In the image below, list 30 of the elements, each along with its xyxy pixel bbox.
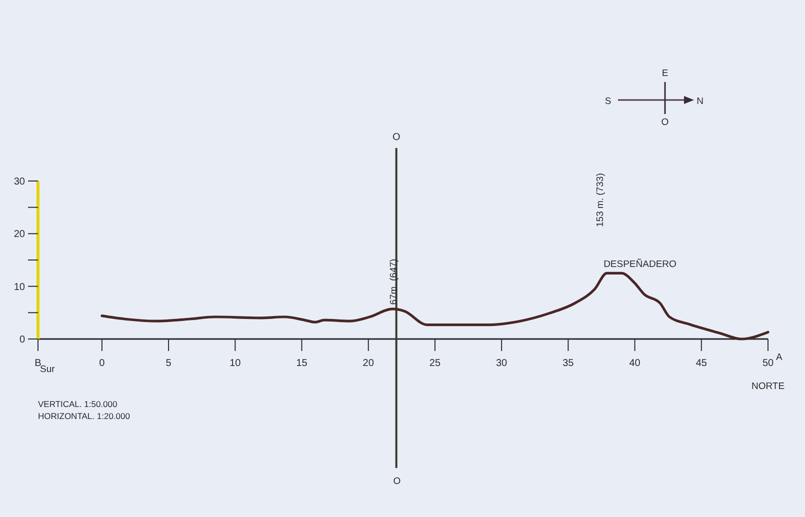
- x-tick-label: 35: [562, 358, 574, 369]
- x-tick-label: 50: [762, 358, 774, 369]
- ref-line-label: O: [392, 132, 400, 143]
- text: VERTICAL. 1:50.000: [38, 399, 118, 409]
- text: A: [776, 352, 783, 363]
- x-tick-label: 5: [166, 358, 172, 369]
- y-tick-label: 10: [14, 282, 26, 293]
- y-tick-label: 20: [14, 229, 26, 240]
- y-tick-label: 30: [14, 176, 26, 188]
- x-tick-label: 40: [629, 358, 641, 369]
- x-tick-label: 15: [296, 358, 308, 369]
- text: HORIZONTAL. 1:20.000: [38, 411, 130, 421]
- annotation: 67m. (647): [388, 258, 400, 305]
- x-tick-label: 45: [696, 358, 708, 369]
- text: Sur: [40, 364, 55, 375]
- x-tick-label: 20: [362, 358, 374, 369]
- text: N: [696, 96, 704, 107]
- annotation: DESPEÑADERO: [604, 258, 676, 270]
- x-tick-label: 0: [99, 358, 106, 369]
- x-tick-label: B: [34, 358, 42, 369]
- x-tick-label: 10: [230, 358, 242, 369]
- text: NORTE: [751, 381, 785, 392]
- text: O: [661, 117, 669, 128]
- text: O: [393, 476, 401, 487]
- annotation: 153 m. (733): [595, 173, 606, 227]
- y-tick-label: 0: [19, 334, 26, 346]
- text: E: [662, 68, 668, 79]
- x-tick-label: 30: [496, 358, 508, 369]
- text: S: [604, 96, 612, 107]
- x-tick-label: 25: [429, 358, 441, 369]
